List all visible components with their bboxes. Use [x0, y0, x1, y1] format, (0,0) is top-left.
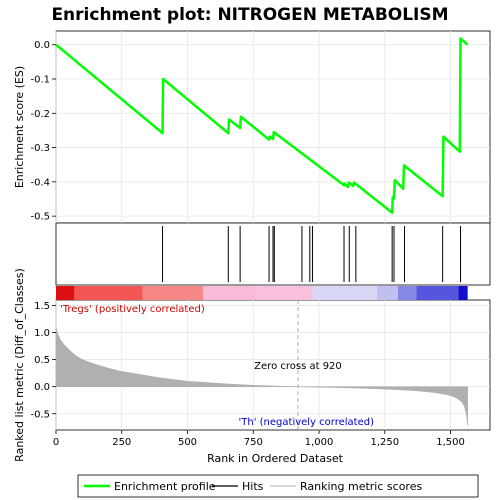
es-tick-label: -0.2 [30, 109, 50, 120]
es-tick-label: -0.5 [30, 212, 50, 223]
color-bar-segment [255, 286, 313, 300]
metric-tick-label: 0.0 [34, 382, 50, 393]
color-bar-segment [458, 286, 468, 300]
metric-curve [55, 327, 468, 426]
negative-label: 'Th' (negatively correlated) [239, 417, 375, 428]
x-tick-label: 0 [53, 437, 59, 448]
es-y-ticks: -0.5 -0.4 -0.3 -0.2 -0.1 0.0 [30, 40, 56, 223]
legend-label-enrichment: Enrichment profile [114, 480, 216, 493]
legend-label-hits: Hits [242, 480, 264, 493]
hit-markers [162, 226, 462, 282]
x-tick-label: 1,000 [305, 437, 334, 448]
es-tick-label: -0.3 [30, 143, 50, 154]
metric-area [55, 300, 468, 430]
color-bar-segment [312, 286, 377, 300]
metric-tick-label: 0.5 [34, 355, 50, 366]
color-bar-segment [74, 286, 143, 300]
enrichment-panel [55, 30, 491, 224]
zero-cross-label: Zero cross at 920 [254, 361, 342, 372]
color-bar-segment [142, 286, 204, 300]
color-bar-segment [203, 286, 256, 300]
enrichment-line [55, 37, 469, 214]
color-bar [56, 286, 468, 300]
es-axis-label: Enrichment score (ES) [13, 66, 26, 188]
es-tick-label: -0.1 [30, 75, 50, 86]
es-tick-label: -0.4 [30, 177, 50, 188]
x-tick-label: 500 [178, 437, 197, 448]
es-gridlines [55, 31, 490, 223]
x-tick-label: 1,500 [436, 437, 465, 448]
metric-tick-label: 1.5 [34, 301, 50, 312]
metric-y-ticks: -0.5 0.0 0.5 1.0 1.5 [30, 301, 56, 420]
chart-title: Enrichment plot: NITROGEN METABOLISM [51, 5, 448, 25]
es-tick-label: 0.0 [34, 40, 50, 51]
positive-label: 'Tregs' (positively correlated) [60, 304, 205, 315]
metric-axis-label: Ranked list metric (Diff_of_Classes) [13, 268, 26, 462]
x-axis-label: Rank in Ordered Dataset [207, 452, 344, 465]
x-tick-label: 1,250 [370, 437, 399, 448]
color-bar-segment [376, 286, 398, 300]
metric-tick-label: -0.5 [30, 409, 50, 420]
metric-panel [55, 299, 491, 431]
legend: Enrichment profile Hits Ranking metric s… [77, 474, 479, 498]
enrichment-profile [55, 37, 469, 214]
x-ticks: 0 250 500 750 1,000 1,250 1,500 [53, 430, 465, 448]
metric-tick-label: 1.0 [34, 328, 50, 339]
x-tick-label: 250 [112, 437, 131, 448]
color-bar-segment [397, 286, 417, 300]
legend-label-metric: Ranking metric scores [300, 480, 422, 493]
x-tick-label: 750 [244, 437, 263, 448]
color-bar-segment [416, 286, 459, 300]
color-bar-segment [56, 286, 75, 300]
